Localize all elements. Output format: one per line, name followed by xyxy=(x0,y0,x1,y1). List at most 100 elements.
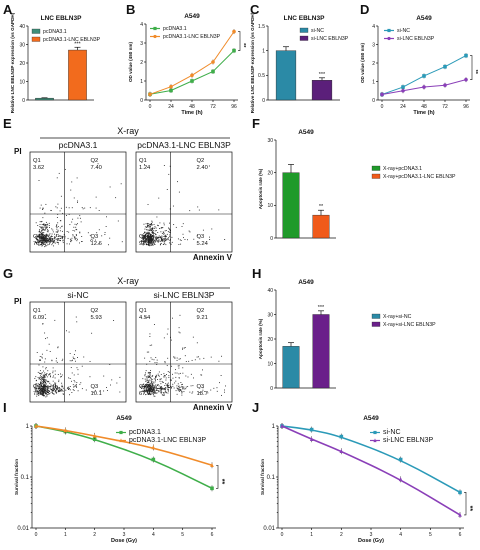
event-dot xyxy=(67,387,69,389)
event-dot xyxy=(142,240,143,242)
event-dot xyxy=(51,233,53,235)
event-dot xyxy=(144,238,146,240)
event-dot xyxy=(151,224,153,226)
event-dot xyxy=(173,356,175,358)
quadrant-name: Q2 xyxy=(91,308,99,314)
event-dot xyxy=(44,212,46,214)
event-dot xyxy=(161,235,163,237)
event-dot xyxy=(161,237,163,239)
event-dot xyxy=(40,381,42,383)
event-dot xyxy=(46,385,48,387)
event-dot xyxy=(153,235,155,237)
event-dot xyxy=(53,388,55,390)
event-dot xyxy=(42,386,44,388)
event-dot xyxy=(152,231,154,233)
event-dot xyxy=(41,392,43,394)
event-dot xyxy=(41,226,43,228)
event-dot xyxy=(54,236,56,238)
event-dot xyxy=(149,373,151,375)
event-dot xyxy=(154,390,156,392)
event-dot xyxy=(45,236,47,237)
event-dot xyxy=(52,385,53,387)
event-dot xyxy=(165,392,167,394)
event-dot xyxy=(202,229,204,231)
event-dot xyxy=(145,388,147,390)
legend-swatch xyxy=(371,173,381,179)
event-dot xyxy=(148,240,150,242)
y-tick-label: 30 xyxy=(267,312,273,318)
event-dot xyxy=(151,358,153,360)
event-dot xyxy=(92,239,94,241)
event-dot xyxy=(143,390,145,392)
event-dot xyxy=(75,384,77,386)
event-dot xyxy=(40,234,42,236)
event-dot xyxy=(151,224,153,226)
event-dot xyxy=(178,386,180,388)
event-dot xyxy=(39,356,41,357)
event-dot xyxy=(43,395,45,397)
event-dot xyxy=(158,385,160,387)
event-dot xyxy=(158,237,160,239)
data-point xyxy=(210,486,214,491)
event-dot xyxy=(147,388,149,390)
event-dot xyxy=(41,394,43,396)
event-dot xyxy=(149,238,150,240)
event-dot xyxy=(149,239,150,241)
event-dot xyxy=(43,237,45,239)
event-dot xyxy=(166,387,168,389)
y-tick-label: 0 xyxy=(270,236,273,242)
event-dot xyxy=(42,378,44,380)
event-dot xyxy=(179,372,181,374)
event-dot xyxy=(89,376,91,378)
event-dot xyxy=(43,386,45,388)
event-dot xyxy=(151,231,153,233)
event-dot xyxy=(87,232,89,234)
event-dot xyxy=(209,236,210,238)
event-dot xyxy=(163,165,165,166)
event-dot xyxy=(157,384,158,386)
event-dot xyxy=(47,385,49,387)
event-dot xyxy=(43,384,44,386)
event-dot xyxy=(41,244,43,246)
event-dot xyxy=(45,227,47,229)
event-dot xyxy=(39,384,41,386)
event-dot xyxy=(145,234,147,235)
event-dot xyxy=(147,204,149,206)
event-dot xyxy=(43,378,45,380)
event-dot xyxy=(119,391,121,393)
event-dot xyxy=(151,384,153,386)
event-dot xyxy=(47,374,49,376)
x-tick-label: 2 xyxy=(340,532,343,538)
event-dot xyxy=(52,390,54,392)
data-point xyxy=(63,428,68,433)
event-dot xyxy=(144,231,146,233)
event-dot xyxy=(173,224,175,226)
event-dot xyxy=(149,333,151,335)
significance-mark: ** xyxy=(472,70,478,75)
event-dot xyxy=(150,230,152,232)
event-dot xyxy=(221,394,222,396)
event-dot xyxy=(59,227,61,229)
event-dot xyxy=(41,245,43,247)
event-dot xyxy=(158,388,160,390)
quadrant-value: 5.93 xyxy=(91,315,102,321)
event-dot xyxy=(64,235,66,237)
event-dot xyxy=(46,349,48,351)
event-dot xyxy=(192,391,194,393)
event-dot xyxy=(79,383,81,385)
event-dot xyxy=(54,370,56,372)
event-dot xyxy=(37,225,39,226)
event-dot xyxy=(153,395,155,397)
event-dot xyxy=(155,227,157,229)
event-dot xyxy=(149,379,151,381)
event-dot xyxy=(55,387,57,389)
event-dot xyxy=(143,237,145,239)
event-dot xyxy=(36,236,38,238)
event-dot xyxy=(42,394,44,396)
quadrant-name: Q2 xyxy=(197,158,205,164)
event-dot xyxy=(147,237,148,239)
event-dot xyxy=(144,390,146,392)
event-dot xyxy=(75,385,77,387)
